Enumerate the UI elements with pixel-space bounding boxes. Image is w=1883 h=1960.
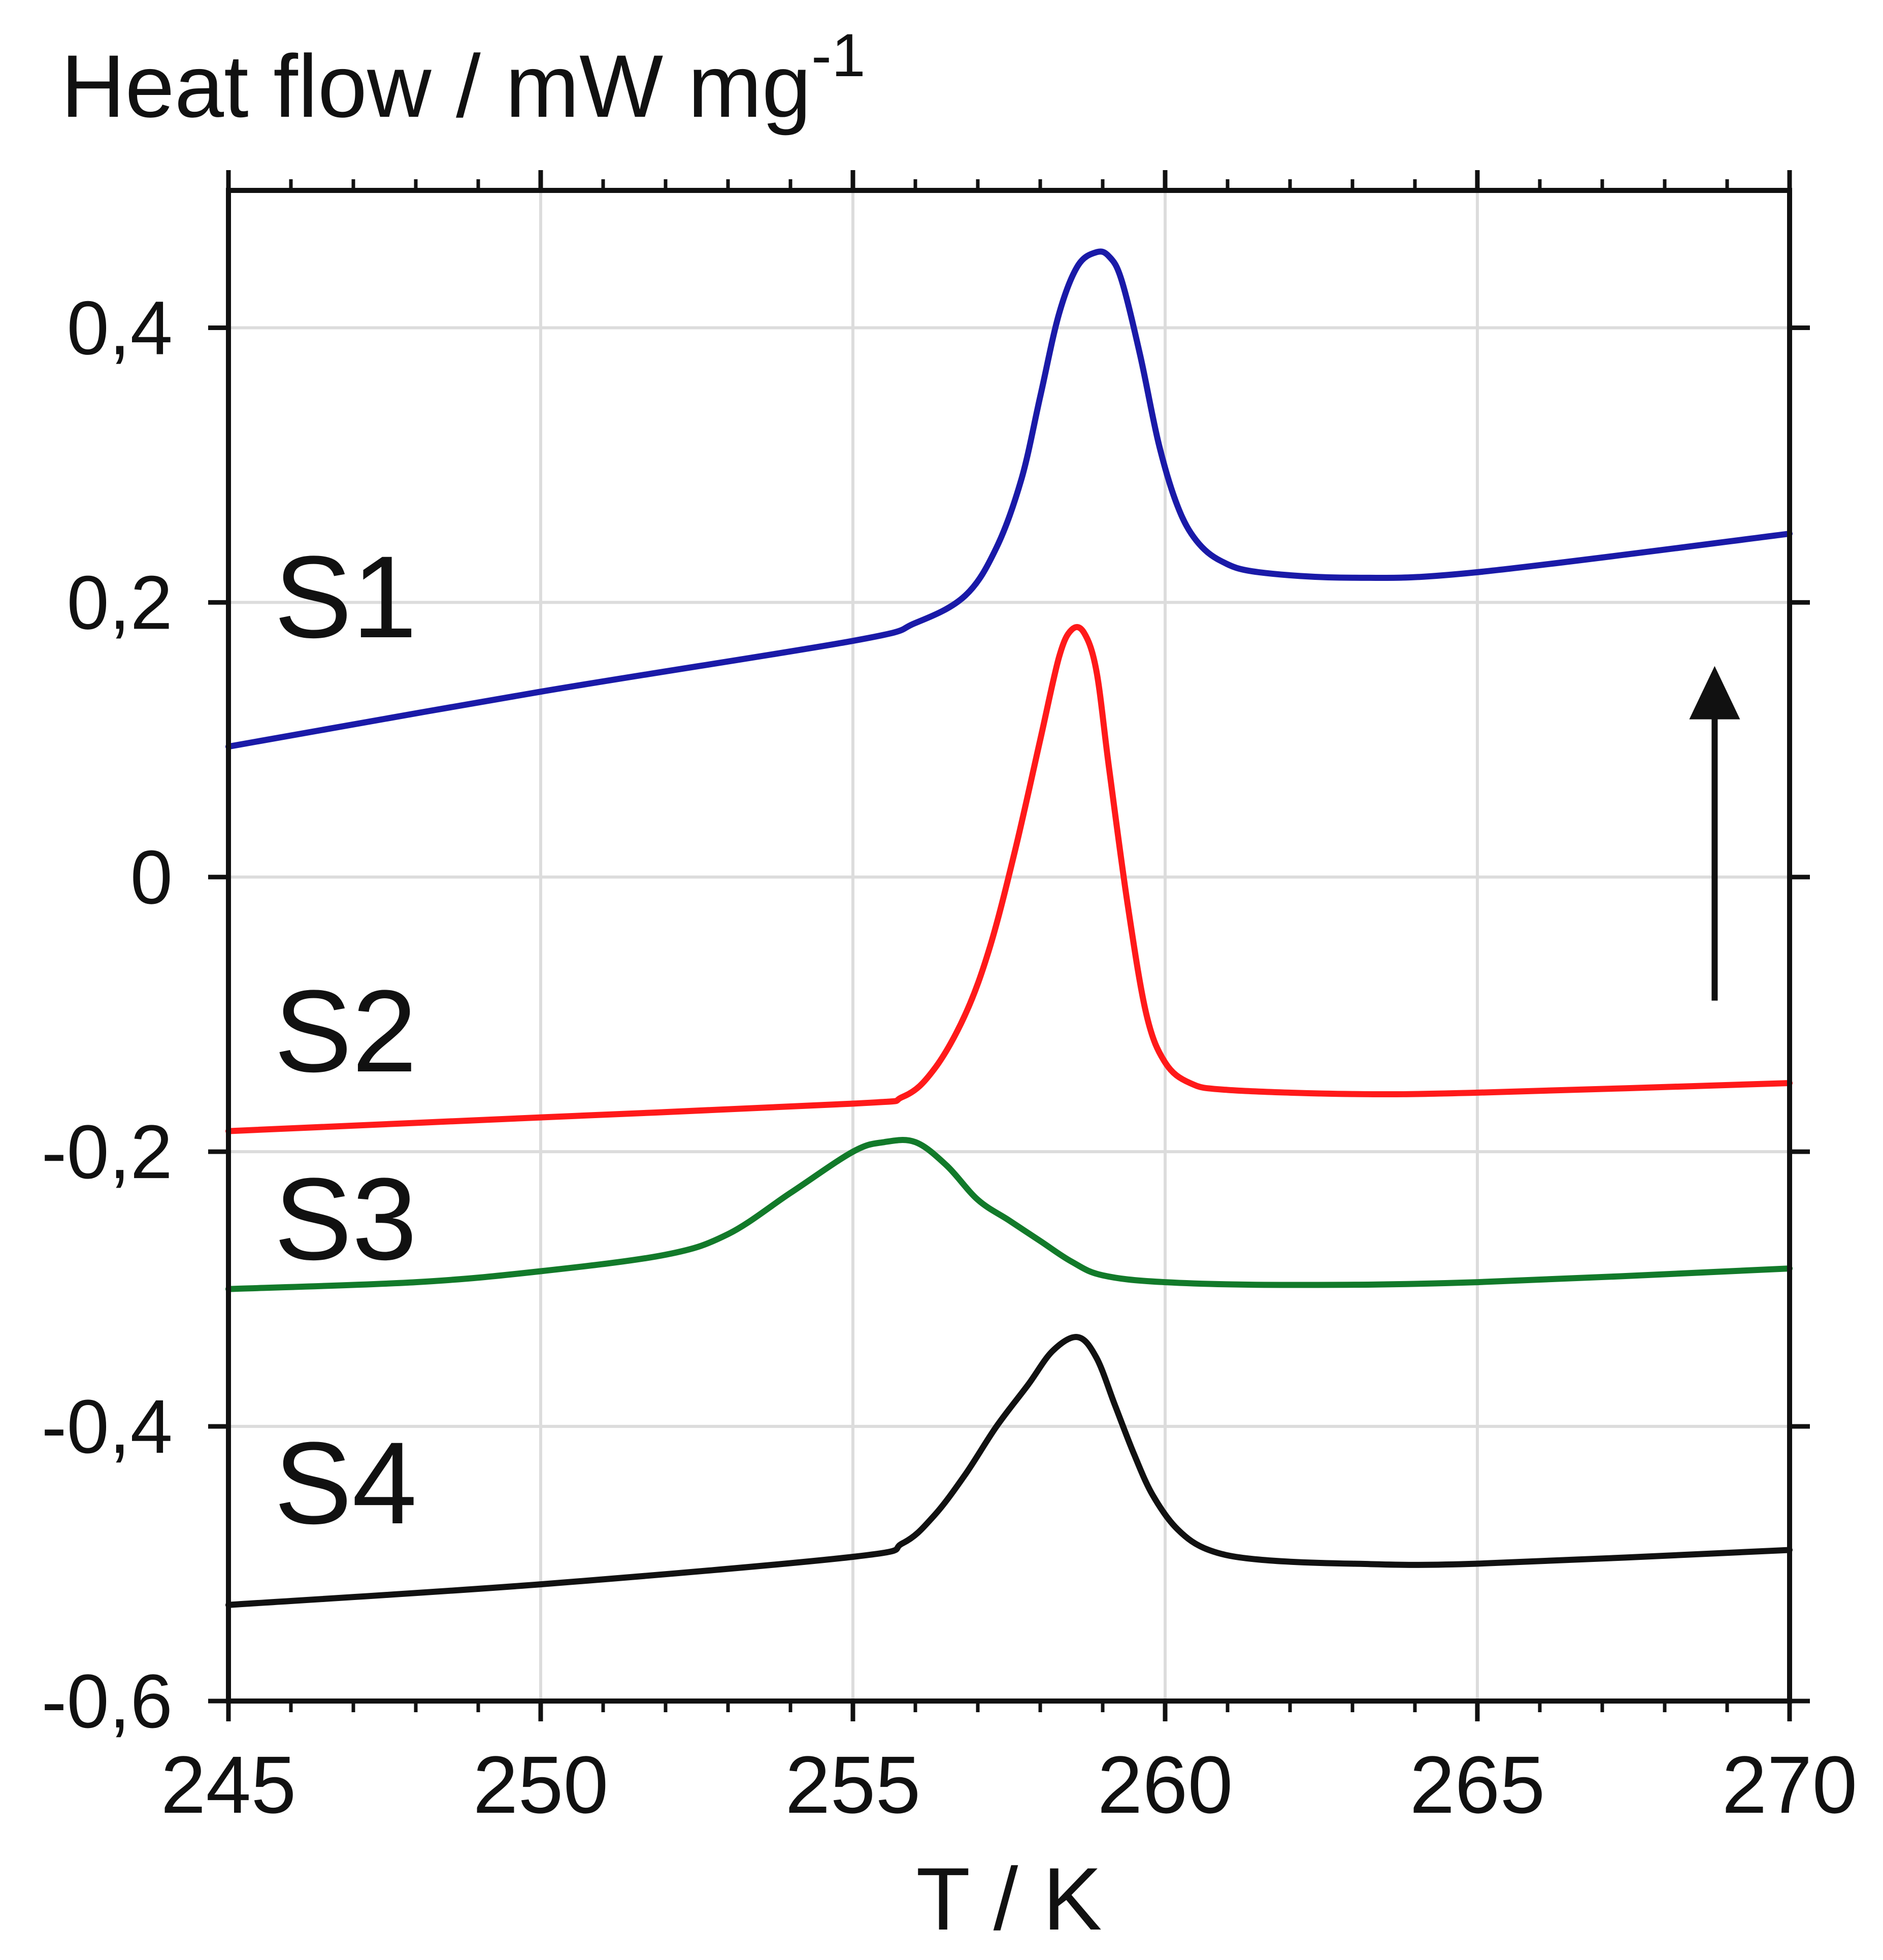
direction-arrow	[1689, 666, 1740, 1001]
x-tick-label: 260	[1098, 1739, 1233, 1830]
x-tick-label: 265	[1410, 1739, 1545, 1830]
plot-frame	[226, 188, 1792, 1704]
x-tick-label: 270	[1722, 1739, 1858, 1830]
y-tick-label: -0,4	[42, 1384, 173, 1469]
series-line-s2	[225, 624, 1793, 1134]
series-line-s3	[225, 1137, 1793, 1292]
y-axis-title-text: Heat flow / mW mg	[61, 37, 811, 136]
plot-area	[225, 248, 1793, 1608]
series-label-s3: S3	[274, 1154, 417, 1284]
series-line-s4	[225, 1334, 1793, 1608]
axis-ticks	[208, 170, 1810, 1721]
x-tick-label: 255	[785, 1739, 921, 1830]
series-label-s2: S2	[274, 966, 417, 1096]
y-tick-label: -0,6	[42, 1658, 173, 1744]
axis-tick-labels: 245 250 255 260 265 270 -0,6 -0,4 -0,2 0 0,2 0,4	[42, 285, 1858, 1830]
axis-titles: Heat flow / mW mg-1 T / K	[61, 21, 1102, 1949]
y-tick-label: -0,2	[42, 1109, 173, 1194]
series-labels: S1 S2 S3 S4	[274, 532, 417, 1548]
y-axis-title: Heat flow / mW mg-1	[61, 21, 866, 136]
y-tick-label: 0,4	[67, 285, 173, 370]
y-tick-label: 0,2	[67, 560, 173, 645]
arrow-head	[1689, 666, 1740, 720]
series-label-s1: S1	[274, 532, 417, 662]
x-tick-label: 250	[473, 1739, 609, 1830]
x-axis-title: T / K	[916, 1850, 1102, 1949]
x-tick-label: 245	[161, 1739, 296, 1830]
y-tick-label: 0	[130, 834, 173, 920]
grid-lines	[228, 190, 1790, 1701]
series-line-s1	[225, 248, 1793, 750]
y-axis-title-exponent: -1	[811, 21, 866, 89]
series-label-s4: S4	[274, 1418, 417, 1548]
